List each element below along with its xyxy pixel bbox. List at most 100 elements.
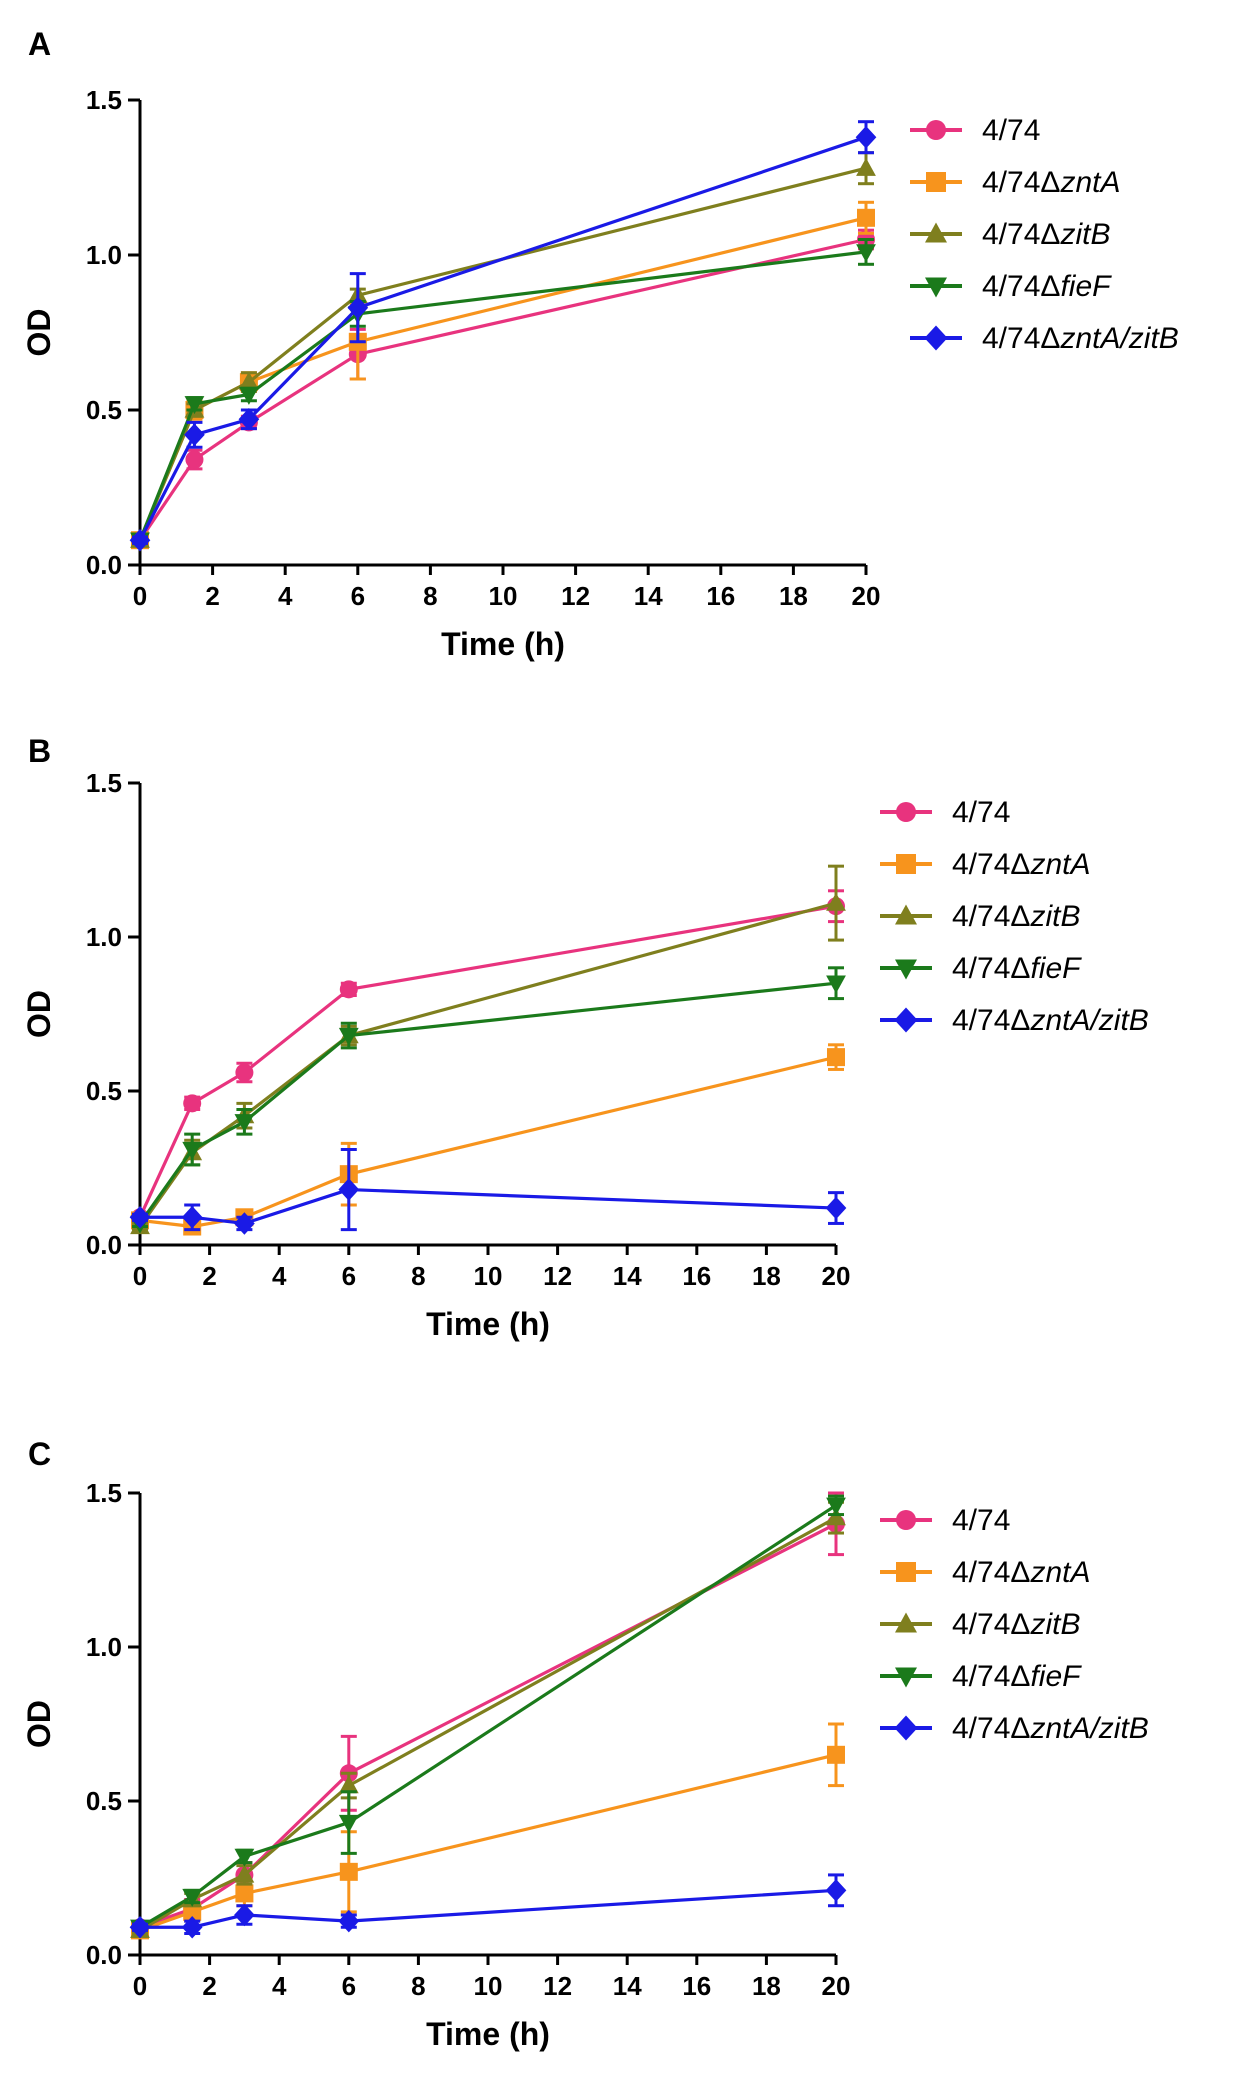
x-tick-label: 0	[133, 1261, 147, 1291]
legend-label-prefix: 4/74Δ	[982, 166, 1060, 199]
panel-letter: C	[28, 1436, 51, 1472]
data-point	[129, 1916, 151, 1939]
x-tick-label: 20	[852, 581, 881, 611]
x-tick-label: 4	[272, 1261, 287, 1291]
data-point	[184, 396, 205, 415]
legend-label-prefix: 4/74Δ	[952, 1712, 1030, 1745]
series-4	[129, 1873, 847, 1939]
x-axis-title: Time (h)	[426, 1306, 550, 1342]
x-tick-label: 12	[543, 1261, 572, 1291]
data-point	[827, 1745, 845, 1764]
legend-marker	[925, 222, 947, 243]
data-point	[827, 1048, 845, 1067]
data-point	[184, 423, 205, 447]
data-point	[347, 296, 369, 319]
legend: 4/744/74ΔzntA4/74ΔzitB4/74ΔfieF4/74ΔzntA…	[910, 114, 1179, 355]
y-tick-label: 1.0	[86, 1632, 122, 1662]
legend-marker	[896, 1510, 916, 1530]
data-point	[338, 1814, 359, 1833]
data-point	[129, 1206, 151, 1229]
chart-panel-b: B 0 2 4 6 8 10 12 14 16 18 20 0.0 0.5 1.0 1.5 Time (h) OD…	[21, 733, 1149, 1342]
x-tick-label: 8	[411, 1261, 425, 1291]
legend-label-gene: fieF	[1030, 952, 1082, 985]
x-tick-label: 18	[752, 1261, 781, 1291]
x-tick-label: 18	[779, 581, 808, 611]
legend-label: 4/74	[952, 796, 1010, 829]
data-point	[338, 1027, 359, 1046]
x-axis-title: Time (h)	[426, 2016, 550, 2052]
x-tick-label: 0	[133, 1971, 147, 2001]
data-point	[235, 1884, 254, 1903]
legend-marker	[894, 1007, 918, 1033]
data-point	[826, 892, 846, 911]
x-tick-label: 10	[474, 1971, 503, 2001]
series-2	[130, 151, 876, 548]
data-point	[234, 1903, 255, 1927]
y-tick-label: 1.5	[86, 1478, 122, 1508]
data-point	[129, 528, 151, 552]
data-point	[338, 1909, 360, 1933]
legend-label: 4/74ΔzitB	[982, 218, 1110, 251]
data-point	[825, 1196, 847, 1220]
legend-label-prefix: 4/74Δ	[952, 1004, 1030, 1037]
data-point	[234, 1864, 255, 1883]
x-axis-title: Time (h)	[441, 626, 565, 662]
y-tick-label: 0.0	[86, 550, 122, 580]
data-point	[338, 1775, 359, 1794]
x-tick-label: 2	[202, 1261, 216, 1291]
series-4	[129, 120, 877, 552]
data-point	[183, 1094, 202, 1113]
legend-marker	[895, 1667, 917, 1688]
x-tick-label: 0	[133, 581, 147, 611]
legend-marker	[896, 802, 916, 822]
legend-label-prefix: 4/74Δ	[952, 952, 1030, 985]
legend-label: 4/74ΔfieF	[952, 1660, 1082, 1693]
x-tick-label: 14	[613, 1261, 642, 1291]
legend-label-gene: fieF	[1060, 270, 1112, 303]
legend-label-prefix: 4/74Δ	[982, 218, 1060, 251]
legend-label-prefix: 4/74Δ	[952, 1608, 1030, 1641]
x-tick-label: 6	[351, 581, 365, 611]
x-tick-label: 6	[342, 1971, 356, 2001]
legend: 4/744/74ΔzntA4/74ΔzitB4/74ΔfieF4/74ΔzntA…	[880, 1504, 1149, 1745]
legend-label-prefix: 4/74Δ	[982, 322, 1060, 355]
x-tick-label: 8	[411, 1971, 425, 2001]
legend-label-prefix: 4/74Δ	[952, 1556, 1030, 1589]
x-tick-label: 18	[752, 1971, 781, 2001]
legend-label: 4/74ΔfieF	[952, 952, 1082, 985]
legend-marker	[895, 959, 917, 980]
x-tick-label: 14	[613, 1971, 642, 2001]
data-point	[234, 1114, 255, 1133]
data-point	[826, 1497, 846, 1516]
legend-label: 4/74ΔzntA	[982, 166, 1120, 199]
legend-label: 4/74	[952, 1504, 1010, 1537]
data-point	[182, 1141, 203, 1160]
x-tick-label: 16	[706, 581, 735, 611]
legend-marker	[926, 120, 946, 140]
x-tick-label: 16	[682, 1261, 711, 1291]
legend-label-prefix: 4/74Δ	[982, 270, 1060, 303]
panel-letter: A	[28, 26, 51, 62]
legend-marker	[894, 1715, 918, 1741]
x-tick-label: 20	[822, 1261, 851, 1291]
x-tick-label: 4	[272, 1971, 287, 2001]
data-point	[857, 208, 875, 227]
legend-label-gene: zntA	[1029, 848, 1090, 881]
legend-marker	[926, 172, 946, 192]
legend-label-prefix: 4/74	[952, 1504, 1010, 1537]
x-tick-label: 6	[342, 1261, 356, 1291]
x-tick-label: 2	[205, 581, 219, 611]
legend-marker	[896, 854, 916, 874]
series-3	[130, 238, 876, 551]
x-tick-label: 14	[634, 581, 663, 611]
series-1	[131, 200, 875, 550]
y-tick-label: 0.5	[86, 1076, 122, 1106]
legend-label: 4/74ΔzitB	[952, 1608, 1080, 1641]
legend-label: 4/74ΔzntA/zitB	[982, 322, 1179, 355]
chart-panel-a: A 0 2 4 6 8 10 12 14 16 18 20 0.0 0.5 1.0 1.5 Time (h) OD…	[21, 26, 1179, 662]
legend-label-prefix: 4/74Δ	[952, 848, 1030, 881]
x-tick-label: 16	[682, 1971, 711, 2001]
series-line	[138, 135, 867, 541]
legend-label: 4/74ΔzntA	[952, 848, 1090, 881]
